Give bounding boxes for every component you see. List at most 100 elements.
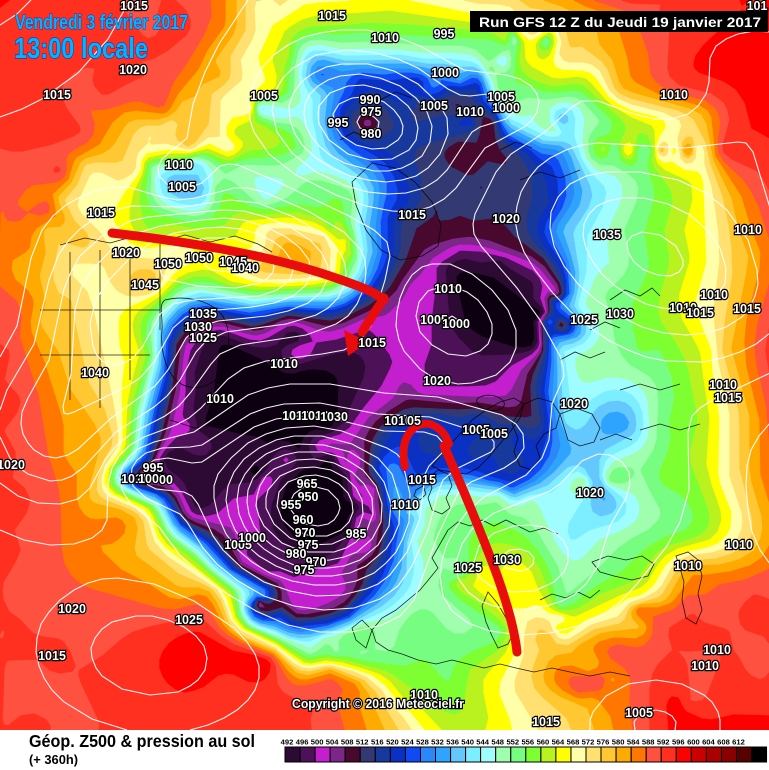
svg-text:975: 975 <box>298 538 319 552</box>
svg-text:970: 970 <box>306 555 327 569</box>
svg-text:1025: 1025 <box>175 613 203 627</box>
svg-text:1015: 1015 <box>38 649 66 663</box>
svg-text:1025: 1025 <box>454 561 482 575</box>
svg-text:965: 965 <box>297 477 318 491</box>
svg-text:572: 572 <box>582 738 595 747</box>
svg-text:552: 552 <box>506 738 519 747</box>
svg-text:00: 00 <box>159 473 173 487</box>
svg-text:1015: 1015 <box>686 306 714 320</box>
svg-text:496: 496 <box>296 738 309 747</box>
svg-text:1030: 1030 <box>493 553 521 567</box>
svg-text:13:00 locale: 13:00 locale <box>14 33 148 65</box>
svg-text:1015: 1015 <box>318 9 346 23</box>
svg-text:1000: 1000 <box>238 531 266 545</box>
svg-text:1015: 1015 <box>87 206 115 220</box>
svg-text:980: 980 <box>286 547 307 561</box>
svg-text:1010: 1010 <box>700 288 728 302</box>
svg-text:1010: 1010 <box>410 688 438 702</box>
svg-text:960: 960 <box>293 513 314 527</box>
svg-text:955: 955 <box>281 498 302 512</box>
svg-text:1010: 1010 <box>725 538 753 552</box>
svg-text:985: 985 <box>346 527 367 541</box>
svg-text:600: 600 <box>687 738 700 747</box>
svg-text:544: 544 <box>476 738 489 747</box>
svg-text:1010: 1010 <box>371 31 399 45</box>
svg-text:1010: 1010 <box>669 301 697 315</box>
svg-text:1050: 1050 <box>154 257 182 271</box>
svg-text:995: 995 <box>143 461 164 475</box>
svg-text:1045: 1045 <box>219 255 247 269</box>
svg-text:990: 990 <box>360 93 381 107</box>
svg-text:1020: 1020 <box>576 486 604 500</box>
svg-text:Run GFS 12 Z du Jeudi 19 janvi: Run GFS 12 Z du Jeudi 19 janvier 2017 <box>479 14 761 30</box>
svg-text:492: 492 <box>281 738 294 747</box>
svg-text:1015: 1015 <box>714 391 742 405</box>
svg-text:1015: 1015 <box>358 336 386 350</box>
svg-text:1010: 1010 <box>384 414 412 428</box>
svg-text:1000: 1000 <box>492 101 520 115</box>
svg-text:1025: 1025 <box>189 331 217 345</box>
svg-text:995: 995 <box>434 27 455 41</box>
svg-text:512: 512 <box>356 738 369 747</box>
svg-text:1015: 1015 <box>532 715 560 729</box>
svg-text:612: 612 <box>732 738 745 747</box>
svg-text:536: 536 <box>446 738 459 747</box>
svg-text:1010: 1010 <box>456 105 484 119</box>
svg-text:1010: 1010 <box>691 659 719 673</box>
svg-text:1020: 1020 <box>112 246 140 260</box>
svg-text:1005: 1005 <box>487 90 515 104</box>
svg-text:560: 560 <box>537 738 550 747</box>
svg-text:1030: 1030 <box>320 410 348 424</box>
svg-text:1015: 1015 <box>408 473 436 487</box>
svg-text:101: 101 <box>747 0 768 13</box>
svg-text:540: 540 <box>461 738 474 747</box>
svg-text:975: 975 <box>361 105 382 119</box>
svg-text:995: 995 <box>328 116 349 130</box>
svg-text:1010: 1010 <box>703 643 731 657</box>
svg-text:1010: 1010 <box>282 409 310 423</box>
svg-text:580: 580 <box>612 738 625 747</box>
svg-text:528: 528 <box>416 738 429 747</box>
svg-text:1005: 1005 <box>480 427 508 441</box>
svg-text:1010: 1010 <box>709 378 737 392</box>
svg-text:1005: 1005 <box>420 99 448 113</box>
svg-text:1015: 1015 <box>43 88 71 102</box>
svg-text:1005: 1005 <box>224 538 252 552</box>
svg-text:1030: 1030 <box>184 320 212 334</box>
svg-text:592: 592 <box>657 738 670 747</box>
svg-text:508: 508 <box>341 738 354 747</box>
svg-text:1005: 1005 <box>462 423 490 437</box>
svg-text:1005: 1005 <box>625 706 653 720</box>
svg-text:1020: 1020 <box>0 458 25 472</box>
svg-text:588: 588 <box>642 738 655 747</box>
svg-text:1045: 1045 <box>131 278 159 292</box>
svg-text:548: 548 <box>491 738 504 747</box>
svg-text:584: 584 <box>627 738 640 747</box>
svg-text:1010: 1010 <box>734 223 762 237</box>
svg-text:Vendredi 3 février 2017: Vendredi 3 février 2017 <box>15 12 188 34</box>
svg-text:1010: 1010 <box>121 472 149 486</box>
svg-text:1040: 1040 <box>81 366 109 380</box>
svg-text:1000: 1000 <box>442 317 470 331</box>
svg-text:1005: 1005 <box>250 89 278 103</box>
svg-text:970: 970 <box>295 526 316 540</box>
svg-text:1035: 1035 <box>593 228 621 242</box>
svg-text:1010: 1010 <box>660 88 688 102</box>
svg-text:1010: 1010 <box>206 392 234 406</box>
svg-text:1020: 1020 <box>58 602 86 616</box>
svg-text:(+ 360h): (+ 360h) <box>29 752 78 767</box>
svg-text:1020: 1020 <box>560 397 588 411</box>
svg-text:556: 556 <box>521 738 534 747</box>
svg-text:1015: 1015 <box>398 208 426 222</box>
svg-text:1020: 1020 <box>423 374 451 388</box>
svg-text:1030: 1030 <box>606 307 634 321</box>
svg-text:1040: 1040 <box>231 261 259 275</box>
svg-text:1020: 1020 <box>119 63 147 77</box>
svg-text:1020: 1020 <box>492 212 520 226</box>
svg-text:1010: 1010 <box>434 282 462 296</box>
svg-text:520: 520 <box>386 738 399 747</box>
svg-text:1010: 1010 <box>270 357 298 371</box>
svg-text:1015: 1015 <box>120 0 148 13</box>
svg-text:608: 608 <box>717 738 730 747</box>
svg-text:1015: 1015 <box>733 302 761 316</box>
